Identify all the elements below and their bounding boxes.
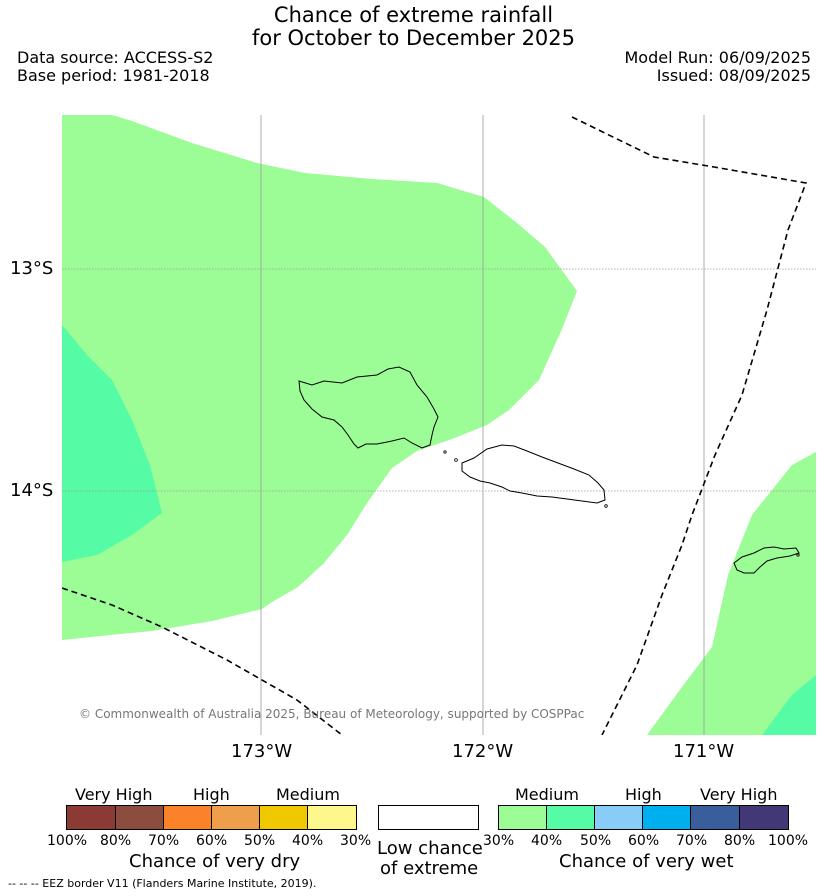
- dry-label-high: High: [193, 785, 230, 804]
- lat-tick-14s: 14°S: [10, 480, 54, 501]
- dry-pct-70: 70%: [148, 833, 180, 849]
- wet-segment-30-40: [499, 806, 547, 829]
- dry-colorbar: [66, 805, 357, 830]
- issued-date: Issued: 08/09/2025: [656, 66, 811, 85]
- lon-tick-171w: 171°W: [673, 741, 735, 762]
- eez-line-east: [571, 116, 808, 735]
- dry-caption: Chance of very dry: [129, 851, 301, 872]
- title-line-1: Chance of extreme rainfall: [273, 3, 554, 27]
- wet-40-50-region-east: [762, 675, 816, 735]
- dry-label-very-high: Very High: [75, 785, 153, 804]
- wet-pct-80: 80%: [724, 833, 756, 849]
- wet-pct-100: 100%: [768, 833, 809, 849]
- dry-label-medium: Medium: [276, 785, 340, 804]
- data-source: Data source: ACCESS-S2: [17, 48, 214, 67]
- wet-30-40-region-east: [647, 452, 816, 735]
- wet-label-medium: Medium: [515, 785, 579, 804]
- dry-segment-80-100: [67, 806, 116, 829]
- upolu-island-outline: [461, 444, 606, 504]
- islet-west: [443, 450, 447, 454]
- low-chance-box: [378, 805, 479, 830]
- islet-aunuu: [796, 553, 800, 557]
- dry-segment-60-70: [164, 806, 212, 829]
- wet-label-high: High: [625, 785, 662, 804]
- wet-label-very-high: Very High: [700, 785, 778, 804]
- title-line-2: for October to December 2025: [251, 26, 576, 50]
- dry-segment-30-40: [308, 806, 356, 829]
- wet-pct-70: 70%: [676, 833, 708, 849]
- wet-segment-80-100: [740, 806, 788, 829]
- wet-segment-50-60: [595, 806, 643, 829]
- dry-segment-50-60: [212, 806, 260, 829]
- dry-pct-40: 40%: [292, 833, 324, 849]
- gridlines: [62, 115, 816, 735]
- map-canvas: [62, 115, 816, 735]
- eez-line-southwest: [62, 587, 343, 735]
- base-period: Base period: 1981-2018: [17, 66, 210, 85]
- map-panel: © Commonwealth of Australia 2025, Bureau…: [62, 115, 816, 735]
- wet-pct-50: 50%: [580, 833, 612, 849]
- eez-borders: [62, 116, 808, 735]
- dry-pct-50: 50%: [244, 833, 276, 849]
- wet-colorbar: [498, 805, 789, 830]
- wet-40-50-region-west: [62, 325, 162, 562]
- savaii-island-outline: [298, 366, 439, 449]
- wet-pct-40: 40%: [531, 833, 563, 849]
- lon-tick-173w: 173°W: [231, 741, 293, 762]
- dry-pct-100: 100%: [47, 833, 88, 849]
- dry-pct-80: 80%: [100, 833, 132, 849]
- dry-segment-70-80: [116, 806, 164, 829]
- model-run: Model Run: 06/09/2025: [624, 48, 812, 67]
- wet-pct-30: 30%: [483, 833, 515, 849]
- tutuila-island-outline: [733, 546, 800, 574]
- wet-caption: Chance of very wet: [559, 851, 734, 872]
- islet-east: [604, 504, 608, 508]
- dry-pct-30: 30%: [340, 833, 372, 849]
- wet-segment-70-80: [691, 806, 740, 829]
- low-chance-caption-1: Low chance: [377, 838, 483, 859]
- lon-tick-172w: 172°W: [452, 741, 514, 762]
- islet-manono: [454, 458, 458, 462]
- eez-footnote: -- -- -- EEZ border V11 (Flanders Marine…: [8, 877, 317, 890]
- wet-30-40-region-west: [62, 115, 577, 640]
- wet-pct-60: 60%: [628, 833, 660, 849]
- dry-pct-60: 60%: [196, 833, 228, 849]
- dry-segment-40-50: [260, 806, 308, 829]
- wet-segment-60-70: [643, 806, 691, 829]
- copyright-credit: © Commonwealth of Australia 2025, Bureau…: [79, 707, 585, 721]
- map-title: Chance of extreme rainfall for October t…: [0, 4, 827, 50]
- lat-tick-13s: 13°S: [10, 258, 54, 279]
- wet-segment-40-50: [547, 806, 595, 829]
- low-chance-caption-2: of extreme: [380, 858, 479, 879]
